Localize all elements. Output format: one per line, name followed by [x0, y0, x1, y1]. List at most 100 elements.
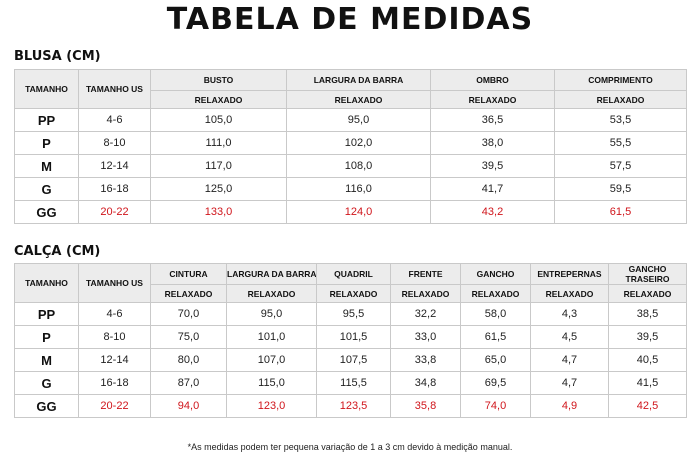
measure-value: 87,0 — [150, 371, 227, 395]
measure-value: 40,5 — [608, 348, 687, 372]
size-label: P — [14, 131, 79, 155]
header-tamanho-us: TAMANHO US — [78, 263, 151, 303]
us-size-value: 16-18 — [78, 371, 151, 395]
us-size-value: 8-10 — [78, 325, 151, 349]
measure-value: 107,5 — [316, 348, 391, 372]
measure-value: 124,0 — [286, 200, 431, 224]
measure-value: 4,5 — [530, 325, 609, 349]
measure-value: 41,7 — [430, 177, 555, 201]
size-label: PP — [14, 108, 79, 132]
table-row: M 12-14 80,0 107,0 107,5 33,8 65,0 4,7 40,5 — [14, 348, 687, 372]
measure-value: 34,8 — [390, 371, 461, 395]
size-label: PP — [14, 302, 79, 326]
header-frente: FRENTE — [390, 263, 461, 285]
header-tamanho: TAMANHO — [14, 263, 79, 303]
measure-value: 74,0 — [460, 394, 531, 418]
header-comprimento: COMPRIMENTO — [554, 69, 687, 91]
subheader-relaxado: RELAXADO — [390, 284, 461, 303]
table-row: P 8-10 75,0 101,0 101,5 33,0 61,5 4,5 39,5 — [14, 325, 687, 349]
measure-value: 41,5 — [608, 371, 687, 395]
size-label: G — [14, 177, 79, 201]
table-row: PP 4-6 70,0 95,0 95,5 32,2 58,0 4,3 38,5 — [14, 302, 687, 326]
measure-value: 61,5 — [554, 200, 687, 224]
us-size-value: 4-6 — [78, 302, 151, 326]
blusa-size-table: TAMANHO TAMANHO US BUSTO LARGURA DA BARR… — [14, 69, 687, 224]
us-size-value: 12-14 — [78, 348, 151, 372]
header-largura-barra: LARGURA DA BARRA — [286, 69, 431, 91]
us-size-value: 16-18 — [78, 177, 151, 201]
measure-value: 35,8 — [390, 394, 461, 418]
measure-value: 116,0 — [286, 177, 431, 201]
subheader-relaxado: RELAXADO — [150, 284, 227, 303]
header-ombro: OMBRO — [430, 69, 555, 91]
size-label: GG — [14, 200, 79, 224]
table-row: GG 20-22 133,0 124,0 43,2 61,5 — [14, 200, 687, 224]
measure-value: 115,5 — [316, 371, 391, 395]
measure-value: 4,7 — [530, 348, 609, 372]
measure-value: 65,0 — [460, 348, 531, 372]
subheader-relaxado: RELAXADO — [286, 90, 431, 109]
measure-value: 59,5 — [554, 177, 687, 201]
measure-value: 94,0 — [150, 394, 227, 418]
measure-value: 80,0 — [150, 348, 227, 372]
measure-value: 115,0 — [226, 371, 317, 395]
measure-value: 4,9 — [530, 394, 609, 418]
subheader-relaxado: RELAXADO — [608, 284, 687, 303]
table-row: GG 20-22 94,0 123,0 123,5 35,8 74,0 4,9 42,5 — [14, 394, 687, 418]
subheader-relaxado: RELAXADO — [150, 90, 287, 109]
size-label: P — [14, 325, 79, 349]
size-label: M — [14, 154, 79, 178]
measure-value: 38,0 — [430, 131, 555, 155]
measure-value: 39,5 — [430, 154, 555, 178]
table-row: P 8-10 111,0 102,0 38,0 55,5 — [14, 131, 687, 155]
us-size-value: 4-6 — [78, 108, 151, 132]
measure-value: 75,0 — [150, 325, 227, 349]
header-cintura: CINTURA — [150, 263, 227, 285]
measure-value: 108,0 — [286, 154, 431, 178]
measure-value: 33,0 — [390, 325, 461, 349]
us-size-value: 20-22 — [78, 394, 151, 418]
measure-value: 4,7 — [530, 371, 609, 395]
subheader-relaxado: RELAXADO — [316, 284, 391, 303]
measure-value: 102,0 — [286, 131, 431, 155]
header-largura-barra: LARGURA DA BARRA — [226, 263, 317, 285]
measure-value: 101,5 — [316, 325, 391, 349]
measure-value: 123,0 — [226, 394, 317, 418]
measurement-note: *As medidas podem ter pequena variação d… — [187, 442, 513, 452]
measure-value: 117,0 — [150, 154, 287, 178]
header-gancho-traseiro: GANCHO TRASEIRO — [608, 263, 687, 285]
measure-value: 53,5 — [554, 108, 687, 132]
measure-value: 39,5 — [608, 325, 687, 349]
us-size-value: 20-22 — [78, 200, 151, 224]
measure-value: 4,3 — [530, 302, 609, 326]
calca-size-table: TAMANHO TAMANHO US CINTURA LARGURA DA BA… — [14, 263, 687, 418]
measure-value: 133,0 — [150, 200, 287, 224]
measure-value: 101,0 — [226, 325, 317, 349]
measure-value: 58,0 — [460, 302, 531, 326]
measure-value: 69,5 — [460, 371, 531, 395]
measure-value: 105,0 — [150, 108, 287, 132]
measure-value: 42,5 — [608, 394, 687, 418]
header-tamanho-us: TAMANHO US — [78, 69, 151, 109]
blusa-section-title: BLUSA (CM) — [14, 49, 101, 64]
table-row: PP 4-6 105,0 95,0 36,5 53,5 — [14, 108, 687, 132]
measure-value: 33,8 — [390, 348, 461, 372]
us-size-value: 12-14 — [78, 154, 151, 178]
page-title: TABELA DE MEDIDAS — [166, 2, 534, 37]
measure-value: 55,5 — [554, 131, 687, 155]
table-row: G 16-18 87,0 115,0 115,5 34,8 69,5 4,7 41,5 — [14, 371, 687, 395]
calca-section-title: CALÇA (CM) — [14, 244, 101, 259]
measure-value: 123,5 — [316, 394, 391, 418]
measure-value: 95,5 — [316, 302, 391, 326]
table-row: G 16-18 125,0 116,0 41,7 59,5 — [14, 177, 687, 201]
size-label: G — [14, 371, 79, 395]
measure-value: 95,0 — [286, 108, 431, 132]
size-label: M — [14, 348, 79, 372]
measure-value: 57,5 — [554, 154, 687, 178]
subheader-relaxado: RELAXADO — [554, 90, 687, 109]
measure-value: 111,0 — [150, 131, 287, 155]
header-gancho: GANCHO — [460, 263, 531, 285]
measure-value: 32,2 — [390, 302, 461, 326]
measure-value: 70,0 — [150, 302, 227, 326]
subheader-relaxado: RELAXADO — [460, 284, 531, 303]
